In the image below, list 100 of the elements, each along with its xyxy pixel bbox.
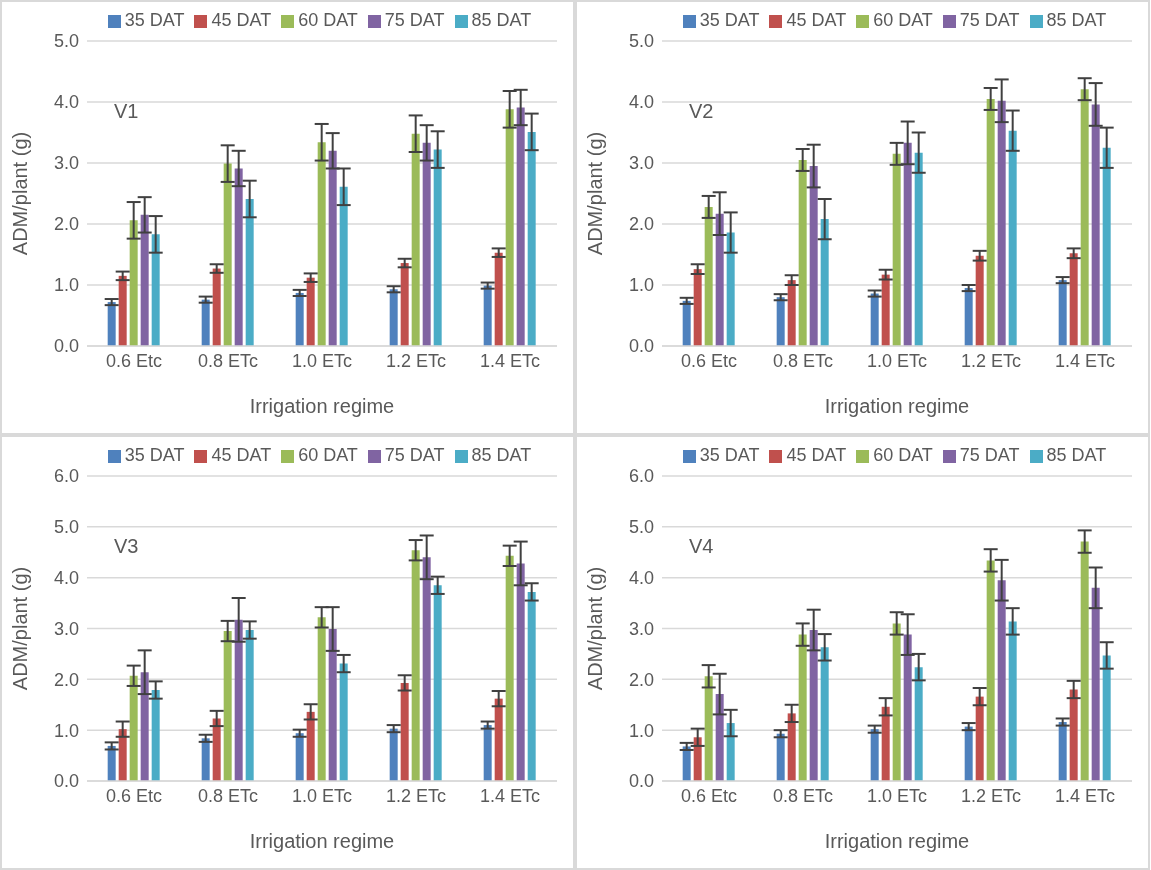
bar <box>118 275 127 346</box>
bar <box>433 149 442 346</box>
bar <box>798 634 807 781</box>
bar <box>964 726 973 781</box>
bar <box>787 713 796 781</box>
bar <box>903 634 912 781</box>
legend-label: 85 DAT <box>1046 10 1107 30</box>
bar <box>715 694 724 781</box>
bar <box>516 107 525 346</box>
y-axis-title: ADM/plant (g) <box>584 131 607 256</box>
bar <box>494 698 503 781</box>
bar <box>914 667 923 781</box>
bar <box>317 142 326 346</box>
legend-label: 85 DAT <box>1046 445 1107 465</box>
bar <box>212 718 221 781</box>
bar <box>411 133 420 346</box>
y-tick-label: 0.0 <box>53 771 79 792</box>
bar <box>986 98 995 346</box>
bar <box>726 232 735 346</box>
bar <box>223 163 232 346</box>
legend-label: 75 DAT <box>384 445 445 465</box>
bar <box>964 288 973 346</box>
bar <box>787 280 796 346</box>
bar <box>527 131 536 346</box>
bar <box>975 696 984 781</box>
bar <box>317 617 326 781</box>
legend-label: 35 DAT <box>699 10 760 30</box>
y-tick-label: 5.0 <box>628 517 654 538</box>
bar <box>400 682 409 781</box>
bar <box>140 214 149 346</box>
y-tick-label: 0.0 <box>628 336 654 357</box>
bar <box>914 152 923 346</box>
y-tick-label: 1.0 <box>53 275 79 296</box>
bar <box>776 733 785 781</box>
legend-label: 45 DAT <box>211 10 272 30</box>
legend-label: 75 DAT <box>959 445 1020 465</box>
bar <box>129 675 138 781</box>
bar <box>1080 541 1089 781</box>
bar <box>339 186 348 346</box>
x-axis-title: Irrigation regime <box>824 395 970 417</box>
bar <box>483 285 492 346</box>
bar <box>809 166 818 346</box>
bar <box>505 555 514 781</box>
x-tick-label: 1.2 ETc <box>960 785 1022 806</box>
y-tick-label: 2.0 <box>628 669 654 690</box>
bar <box>422 557 431 781</box>
bar <box>516 563 525 781</box>
bar <box>1091 104 1100 346</box>
x-tick-label: 0.8 ETc <box>197 785 259 806</box>
x-tick-label: 1.2 ETc <box>960 350 1022 371</box>
y-tick-label: 2.0 <box>628 214 654 235</box>
bar <box>1091 587 1100 781</box>
x-tick-label: 1.0 ETc <box>291 350 353 371</box>
bar <box>328 629 337 781</box>
y-tick-label: 1.0 <box>628 275 654 296</box>
x-tick-label: 1.0 ETc <box>866 785 928 806</box>
legend-label: 45 DAT <box>211 445 272 465</box>
x-axis-title: Irrigation regime <box>249 830 395 852</box>
y-tick-label: 0.0 <box>53 336 79 357</box>
bar <box>129 220 138 346</box>
bar <box>704 206 713 346</box>
y-tick-label: 1.0 <box>53 720 79 741</box>
bar <box>903 142 912 346</box>
bar <box>997 580 1006 781</box>
bar <box>527 591 536 781</box>
legend-label: 75 DAT <box>384 10 445 30</box>
bar <box>892 623 901 781</box>
bar <box>1058 722 1067 781</box>
y-tick-label: 2.0 <box>53 214 79 235</box>
bar <box>306 277 315 346</box>
annotation: V3 <box>114 535 139 558</box>
bar <box>422 142 431 346</box>
legend-label: 60 DAT <box>298 445 358 465</box>
bar <box>201 299 210 346</box>
x-tick-label: 0.8 ETc <box>772 350 834 371</box>
legend-label: 45 DAT <box>786 10 847 30</box>
bar <box>389 289 398 346</box>
x-tick-label: 1.4 ETc <box>479 350 541 371</box>
bar <box>870 293 879 346</box>
bar <box>704 676 713 781</box>
legend-label: 60 DAT <box>873 10 933 30</box>
bar <box>389 728 398 781</box>
bar <box>212 268 221 346</box>
y-tick-label: 3.0 <box>53 153 79 174</box>
bar <box>223 631 232 781</box>
legend-label: 85 DAT <box>471 445 532 465</box>
x-tick-label: 0.6 Etc <box>680 350 738 371</box>
bar <box>1058 280 1067 346</box>
x-tick-label: 1.4 ETc <box>1054 350 1116 371</box>
x-tick-label: 0.6 Etc <box>680 785 738 806</box>
bar <box>1069 689 1078 781</box>
bar <box>245 198 254 346</box>
y-tick-label: 4.0 <box>628 568 654 589</box>
y-tick-label: 4.0 <box>53 568 79 589</box>
bar <box>234 619 243 781</box>
bar <box>151 690 160 781</box>
bar <box>328 150 337 346</box>
y-tick-label: 4.0 <box>628 92 654 113</box>
bar <box>986 560 995 781</box>
x-tick-label: 1.2 ETc <box>385 350 447 371</box>
